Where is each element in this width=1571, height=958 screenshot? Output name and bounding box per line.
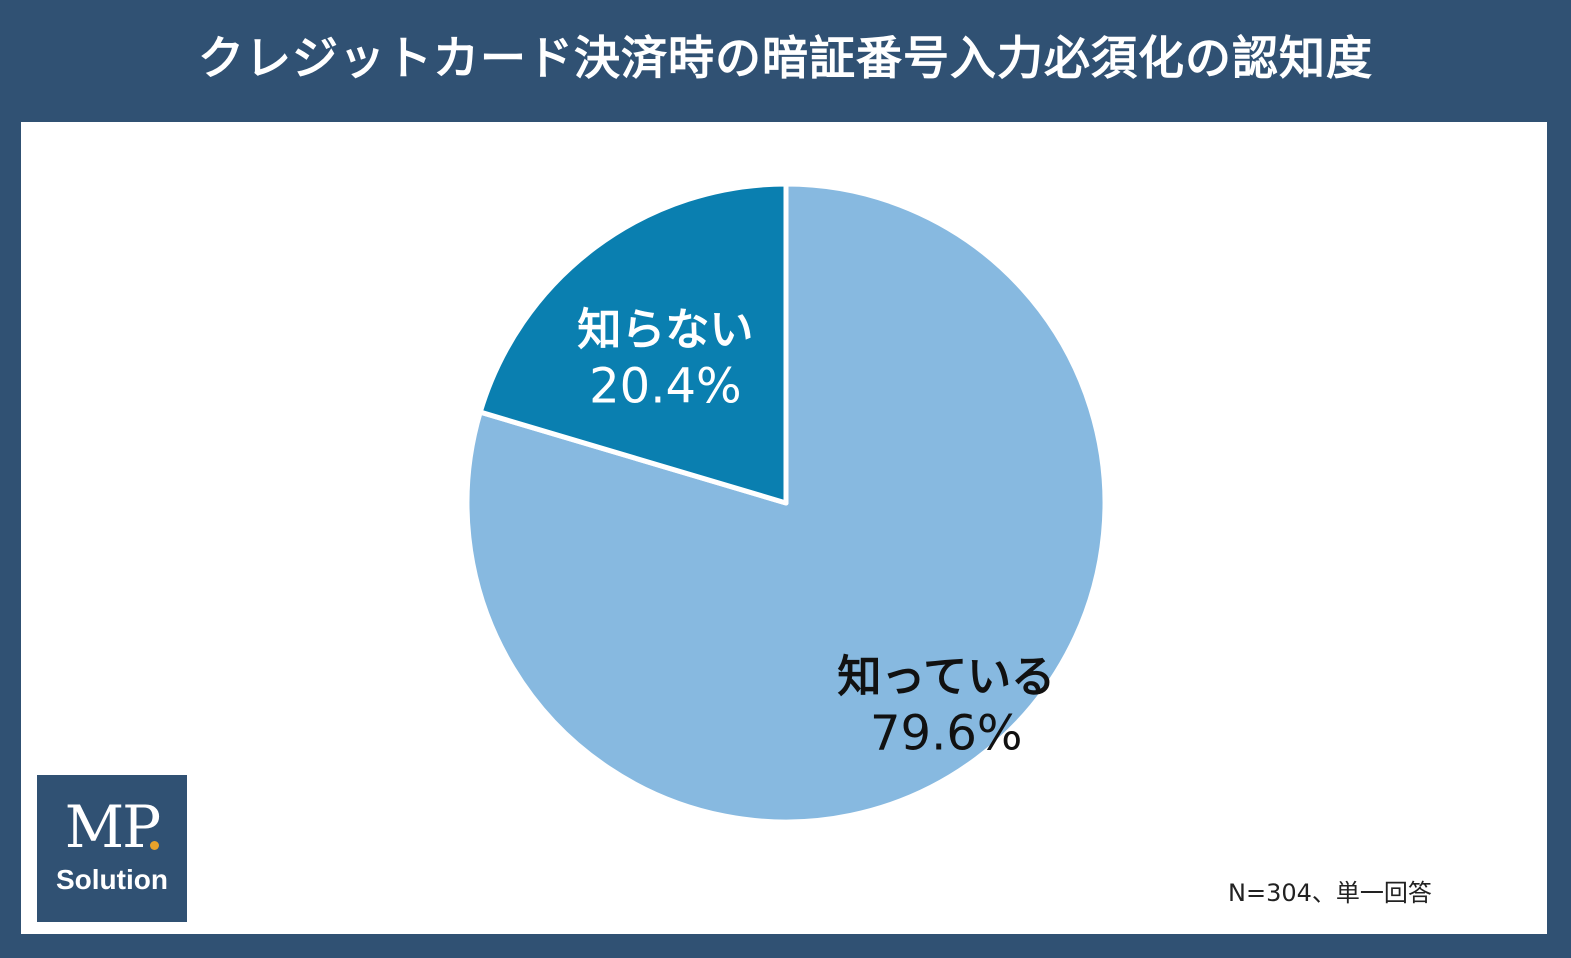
slice-label-unknown: 知らない [577, 305, 753, 356]
sample-note: N=304、単一回答 [1228, 879, 1432, 907]
pie-slice-unknown [477, 181, 789, 506]
chart-title: クレジットカード決済時の暗証番号入力必須化の認知度 [198, 31, 1373, 85]
mp-solution-logo: MP Solution [37, 775, 187, 922]
slice-label-known: 知っている [837, 652, 1055, 703]
logo-dot [150, 841, 159, 850]
slice-value-unknown: 20.4% [589, 359, 741, 415]
chart-panel: 知っている 79.6% 知らない 20.4% [21, 122, 1547, 934]
logo-mp-text: MP [64, 793, 161, 861]
slice-value-known: 79.6% [870, 706, 1022, 762]
logo-solution-text: Solution [56, 864, 168, 895]
